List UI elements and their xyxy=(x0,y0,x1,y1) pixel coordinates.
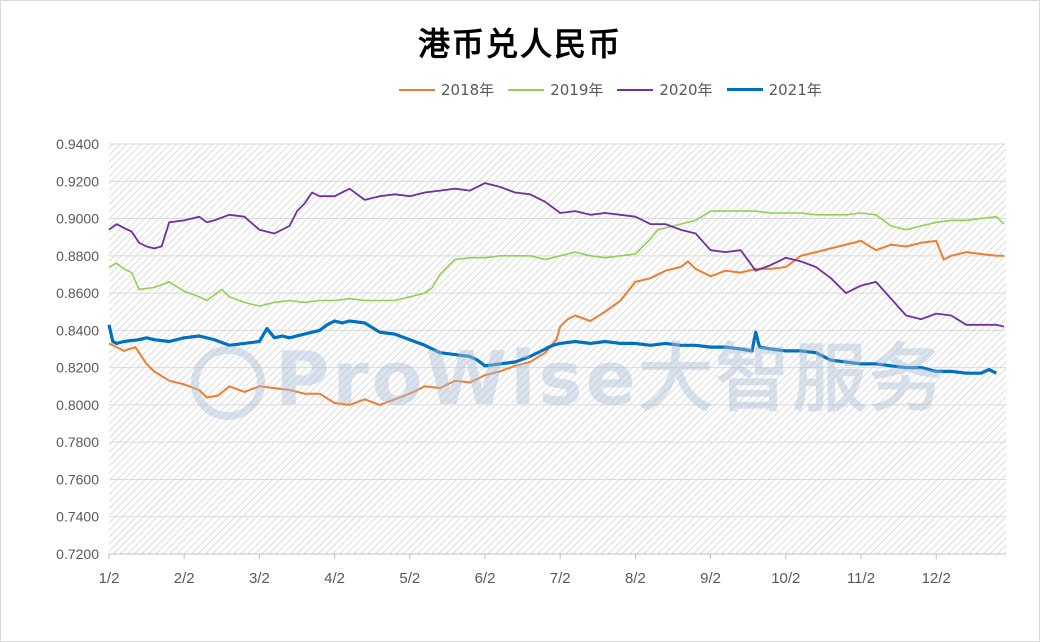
chart-title: 港币兑人民币 xyxy=(417,25,622,63)
legend-item: 2021年 xyxy=(726,79,822,100)
legend-label: 2018年 xyxy=(441,81,495,99)
x-tick-label: 7/2 xyxy=(550,570,571,587)
y-tick-label: 0.8000 xyxy=(56,397,99,413)
x-tick-label: 2/2 xyxy=(174,570,195,587)
x-tick-label: 3/2 xyxy=(249,570,270,587)
legend-item: 2018年 xyxy=(399,79,494,100)
x-tick-label: 1/2 xyxy=(99,570,120,587)
legend-label: 2021年 xyxy=(768,81,822,99)
plot-area xyxy=(109,144,1006,554)
x-tick-label: 10/2 xyxy=(771,570,800,587)
x-tick-label: 4/2 xyxy=(324,570,345,587)
y-tick-label: 0.8200 xyxy=(56,360,99,376)
watermark-logo-icon xyxy=(191,346,265,421)
y-tick-label: 0.7400 xyxy=(56,509,99,525)
legend-label: 2019年 xyxy=(550,81,604,99)
legend-swatch xyxy=(508,88,545,91)
y-tick-label: 0.9200 xyxy=(56,173,99,189)
legend-item: 2019年 xyxy=(508,79,603,100)
x-tick-label: 12/2 xyxy=(922,570,951,587)
legend-swatch xyxy=(617,88,654,91)
x-tick-label: 5/2 xyxy=(399,570,420,587)
y-tick-label: 0.7200 xyxy=(56,546,99,562)
y-tick-label: 0.7600 xyxy=(56,471,99,487)
y-tick-label: 0.8600 xyxy=(56,285,99,301)
x-tick-label: 8/2 xyxy=(625,570,646,587)
legend-swatch xyxy=(399,88,435,91)
y-tick-label: 0.7800 xyxy=(56,434,99,450)
y-tick-label: 0.9400 xyxy=(56,136,99,152)
y-tick-label: 0.8400 xyxy=(56,322,99,338)
chart-legend: 2018年 2019年 2020年 2021年 xyxy=(399,79,836,100)
legend-item: 2020年 xyxy=(617,79,713,100)
series-line-2021年 xyxy=(107,319,998,375)
x-tick-label: 11/2 xyxy=(847,570,875,587)
legend-label: 2020年 xyxy=(659,81,713,99)
legend-swatch xyxy=(726,88,763,91)
y-tick-label: 0.8800 xyxy=(56,248,99,264)
y-tick-label: 0.9000 xyxy=(56,211,99,227)
watermark: ProWise大智服务 xyxy=(191,319,947,426)
series-line-2019年 xyxy=(108,210,1005,307)
x-tick-label: 6/2 xyxy=(475,570,496,587)
x-tick-label: 9/2 xyxy=(700,570,721,587)
series-line-2020年 xyxy=(108,182,1005,328)
